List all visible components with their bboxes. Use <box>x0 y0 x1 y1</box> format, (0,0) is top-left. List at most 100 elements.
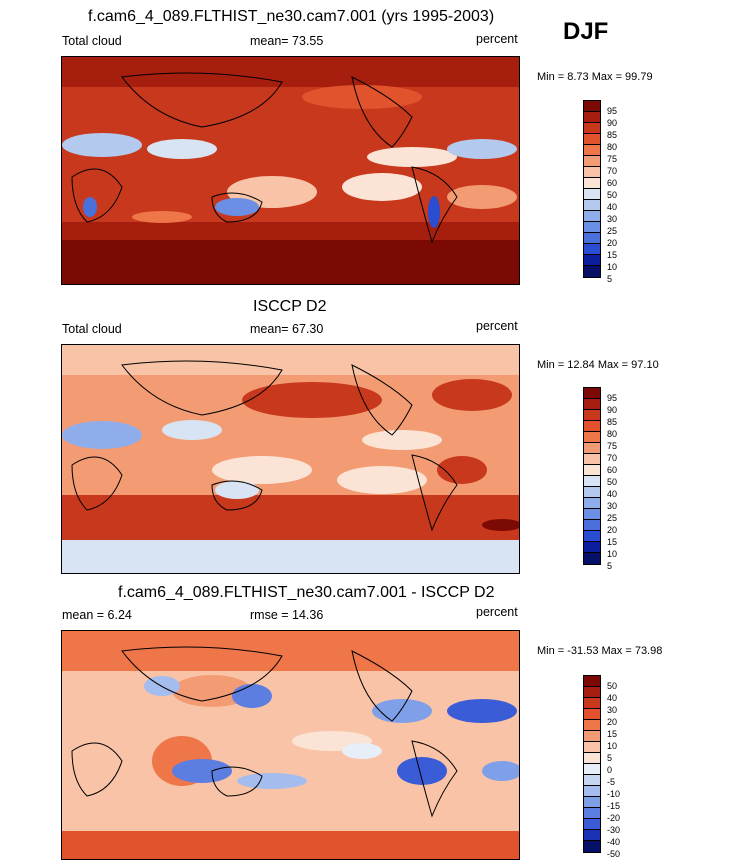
panel-3-colorbar <box>583 675 601 853</box>
colorbar-swatch <box>584 786 600 797</box>
colorbar-tick-label: -15 <box>607 801 621 811</box>
panel-1-units-label: percent <box>476 32 518 46</box>
colorbar-swatch <box>584 841 600 852</box>
colorbar-tick-label: 15 <box>607 537 618 547</box>
colorbar-tick-label: 90 <box>607 118 618 128</box>
colorbar-tick-label: 25 <box>607 513 618 523</box>
colorbar-swatch <box>584 432 600 443</box>
colorbar-tick-label: 10 <box>607 262 618 272</box>
season-label: DJF <box>563 18 609 45</box>
colorbar-tick-label: -30 <box>607 825 621 835</box>
colorbar-tick-label: 20 <box>607 717 618 727</box>
colorbar-tick-label: 40 <box>607 489 618 499</box>
panel-2-colorbar-ticks: 95 90 85 80 75 70 60 50 40 30 25 20 15 1… <box>607 392 617 572</box>
colorbar-tick-label: 30 <box>607 705 618 715</box>
panel-2-mean-label: mean= 67.30 <box>250 322 324 336</box>
colorbar-swatch <box>584 830 600 841</box>
colorbar-swatch <box>584 123 600 134</box>
colorbar-tick-label: -50 <box>607 849 621 859</box>
colorbar-swatch <box>584 454 600 465</box>
panel-3-units-label: percent <box>476 605 518 619</box>
colorbar-swatch <box>584 487 600 498</box>
colorbar-tick-label: 15 <box>607 729 618 739</box>
colorbar-swatch <box>584 255 600 266</box>
colorbar-swatch <box>584 553 600 564</box>
colorbar-swatch <box>584 720 600 731</box>
colorbar-swatch <box>584 542 600 553</box>
colorbar-tick-label: -20 <box>607 813 621 823</box>
colorbar-swatch <box>584 200 600 211</box>
colorbar-swatch <box>584 189 600 200</box>
panel-2-title: ISCCP D2 <box>253 298 327 315</box>
colorbar-swatch <box>584 443 600 454</box>
colorbar-tick-label: 75 <box>607 154 618 164</box>
colorbar-tick-label: 70 <box>607 453 618 463</box>
panel-2-units-label: percent <box>476 319 518 333</box>
panel-2-variable-label: Total cloud <box>62 322 122 336</box>
colorbar-swatch <box>584 509 600 520</box>
colorbar-swatch <box>584 388 600 399</box>
colorbar-swatch <box>584 775 600 786</box>
colorbar-swatch <box>584 421 600 432</box>
colorbar-swatch <box>584 764 600 775</box>
panel-3-minmax-label: Min = -31.53 Max = 73.98 <box>537 645 663 657</box>
colorbar-tick-label: 40 <box>607 202 618 212</box>
colorbar-swatch <box>584 731 600 742</box>
colorbar-swatch <box>584 244 600 255</box>
colorbar-tick-label: 10 <box>607 549 618 559</box>
panel-2-colorbar <box>583 387 601 565</box>
colorbar-tick-label: 95 <box>607 106 618 116</box>
colorbar-swatch <box>584 476 600 487</box>
colorbar-swatch <box>584 399 600 410</box>
colorbar-swatch <box>584 808 600 819</box>
colorbar-swatch <box>584 742 600 753</box>
panel-1-title: f.cam6_4_089.FLTHIST_ne30.cam7.001 (yrs … <box>88 8 495 25</box>
colorbar-tick-label: 5 <box>607 274 613 284</box>
colorbar-tick-label: 80 <box>607 429 618 439</box>
panel-3-colorbar-ticks: 50 40 30 20 15 10 5 0 -5 -10 -15 -20 -30… <box>607 680 620 860</box>
colorbar-swatch <box>584 698 600 709</box>
colorbar-swatch <box>584 167 600 178</box>
panel-1-mean-label: mean= 73.55 <box>250 34 324 48</box>
colorbar-swatch <box>584 753 600 764</box>
panel-3-title: f.cam6_4_089.FLTHIST_ne30.cam7.001 - ISC… <box>118 584 495 601</box>
panel-3-mean-label: mean = 6.24 <box>62 608 132 622</box>
colorbar-swatch <box>584 465 600 476</box>
colorbar-swatch <box>584 531 600 542</box>
colorbar-swatch <box>584 410 600 421</box>
colorbar-tick-label: 20 <box>607 238 618 248</box>
colorbar-tick-label: 25 <box>607 226 618 236</box>
panel-1-minmax-label: Min = 8.73 Max = 99.79 <box>537 71 653 83</box>
colorbar-tick-label: 70 <box>607 166 618 176</box>
colorbar-tick-label: 30 <box>607 501 618 511</box>
colorbar-tick-label: 5 <box>607 561 613 571</box>
colorbar-tick-label: 50 <box>607 190 618 200</box>
colorbar-swatch <box>584 266 600 277</box>
colorbar-tick-label: 0 <box>607 765 613 775</box>
colorbar-swatch <box>584 222 600 233</box>
colorbar-swatch <box>584 134 600 145</box>
colorbar-swatch <box>584 156 600 167</box>
panel-3-difference-map <box>61 630 520 860</box>
colorbar-swatch <box>584 498 600 509</box>
colorbar-tick-label: 90 <box>607 405 618 415</box>
colorbar-swatch <box>584 797 600 808</box>
panel-1-colorbar <box>583 100 601 278</box>
colorbar-swatch <box>584 101 600 112</box>
colorbar-tick-label: -5 <box>607 777 616 787</box>
colorbar-tick-label: 80 <box>607 142 618 152</box>
colorbar-tick-label: 85 <box>607 417 618 427</box>
colorbar-tick-label: 50 <box>607 681 618 691</box>
colorbar-tick-label: 20 <box>607 525 618 535</box>
colorbar-swatch <box>584 112 600 123</box>
colorbar-swatch <box>584 687 600 698</box>
colorbar-tick-label: 75 <box>607 441 618 451</box>
panel-1-colorbar-ticks: 95 90 85 80 75 70 60 50 40 30 25 20 15 1… <box>607 105 617 285</box>
colorbar-swatch <box>584 520 600 531</box>
colorbar-tick-label: 95 <box>607 393 618 403</box>
colorbar-swatch <box>584 676 600 687</box>
colorbar-tick-label: 5 <box>607 753 613 763</box>
colorbar-swatch <box>584 211 600 222</box>
colorbar-swatch <box>584 233 600 244</box>
colorbar-tick-label: 60 <box>607 465 618 475</box>
